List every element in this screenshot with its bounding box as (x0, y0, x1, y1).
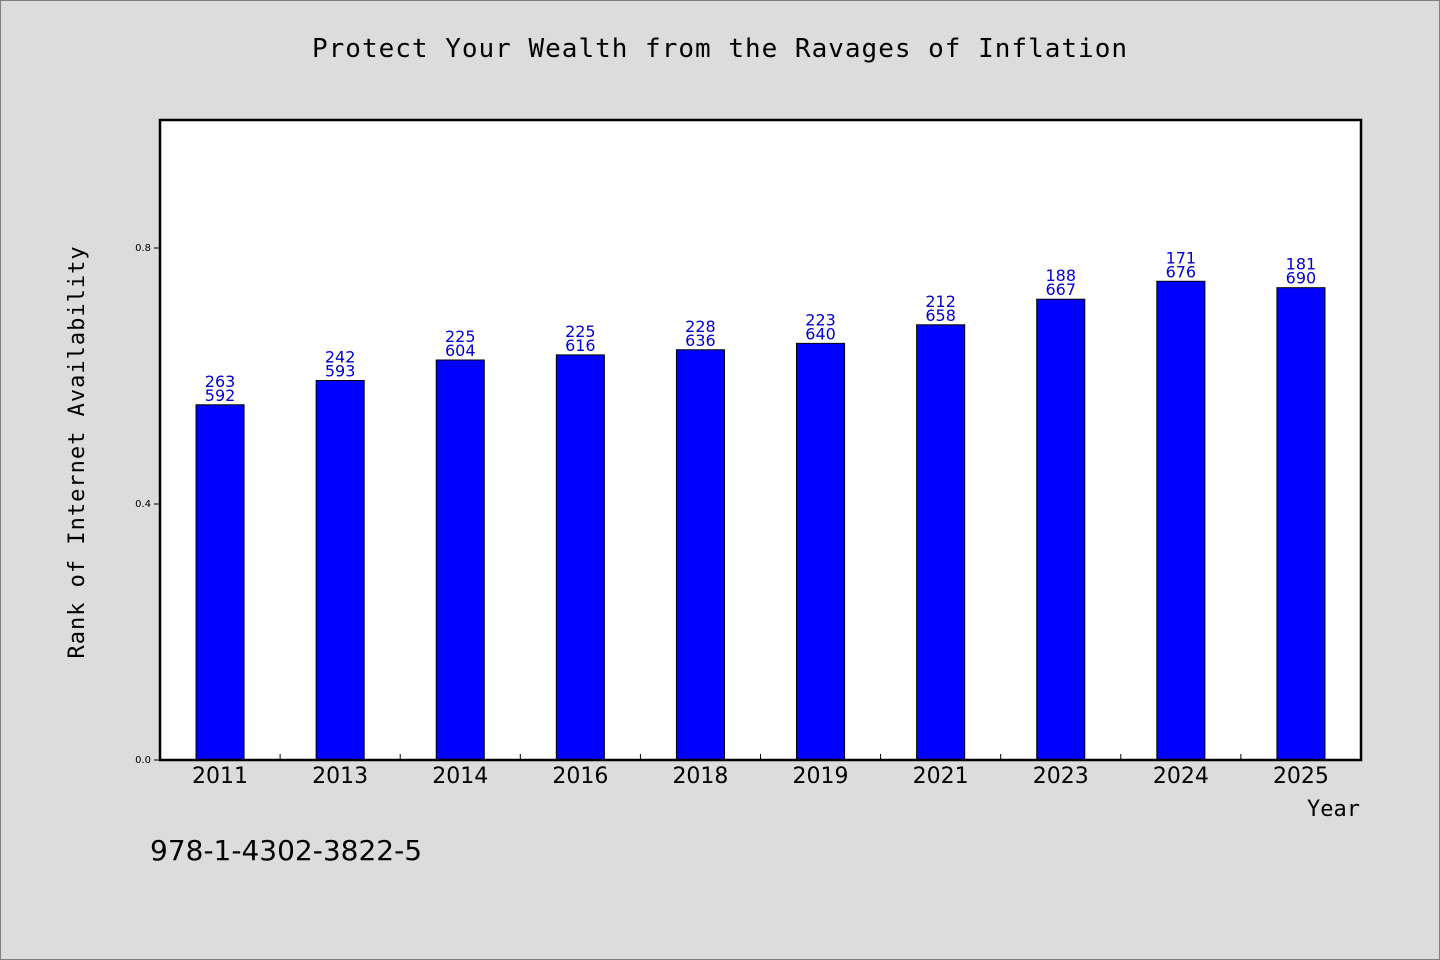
x-tick-label: 2014 (432, 764, 488, 789)
data-label-top: 228 (685, 317, 716, 336)
y-tick-label: 0.4 (135, 499, 151, 510)
data-label-bottom: 592 (205, 386, 236, 405)
x-tick-label: 2013 (312, 764, 368, 789)
x-tick-label: 2024 (1153, 764, 1209, 789)
data-label-bottom: 640 (805, 324, 836, 343)
plot-border (158, 118, 1363, 762)
x-tick-label: 2011 (192, 764, 248, 789)
bar (1276, 287, 1326, 761)
x-tick-label: 2018 (672, 764, 728, 789)
x-tick-label: 2025 (1273, 764, 1329, 789)
bar (1156, 280, 1206, 761)
data-label-bottom: 676 (1166, 262, 1197, 281)
bar (315, 379, 365, 761)
data-label-top: 188 (1045, 266, 1076, 285)
y-tick-label: 0.8 (135, 243, 151, 254)
data-label-top: 242 (325, 347, 356, 366)
data-label-top: 171 (1166, 248, 1197, 267)
data-label-bottom: 690 (1286, 269, 1317, 288)
bar (195, 404, 245, 761)
data-label-bottom: 667 (1045, 280, 1076, 299)
y-axis-label: Rank of Internet Availability (65, 245, 90, 658)
x-tick-label: 2019 (793, 764, 849, 789)
data-label-bottom: 636 (685, 331, 716, 350)
data-label-bottom: 604 (445, 341, 476, 360)
bar (675, 349, 725, 761)
data-label-top: 223 (805, 310, 836, 329)
y-tick-label: 0.0 (135, 755, 151, 766)
x-tick-label: 2016 (552, 764, 608, 789)
chart-title: Protect Your Wealth from the Ravages of … (311, 34, 1128, 64)
data-label-top: 225 (565, 322, 596, 341)
bar (1036, 298, 1086, 761)
bar (916, 324, 966, 761)
data-label-bottom: 593 (325, 361, 356, 380)
data-label-bottom: 616 (565, 336, 596, 355)
data-label-top: 181 (1286, 255, 1317, 274)
bar (555, 354, 605, 761)
isbn-code: 978-1-4302-3822-5 (150, 834, 423, 867)
x-tick-label: 2021 (913, 764, 969, 789)
x-tick-label: 2023 (1033, 764, 1089, 789)
x-axis-label: Year (1307, 797, 1360, 822)
data-label-top: 263 (205, 372, 236, 391)
bar (435, 359, 485, 761)
bar (796, 342, 846, 761)
data-label-top: 212 (925, 292, 956, 311)
data-label-top: 225 (445, 327, 476, 346)
data-label-bottom: 658 (925, 306, 956, 325)
